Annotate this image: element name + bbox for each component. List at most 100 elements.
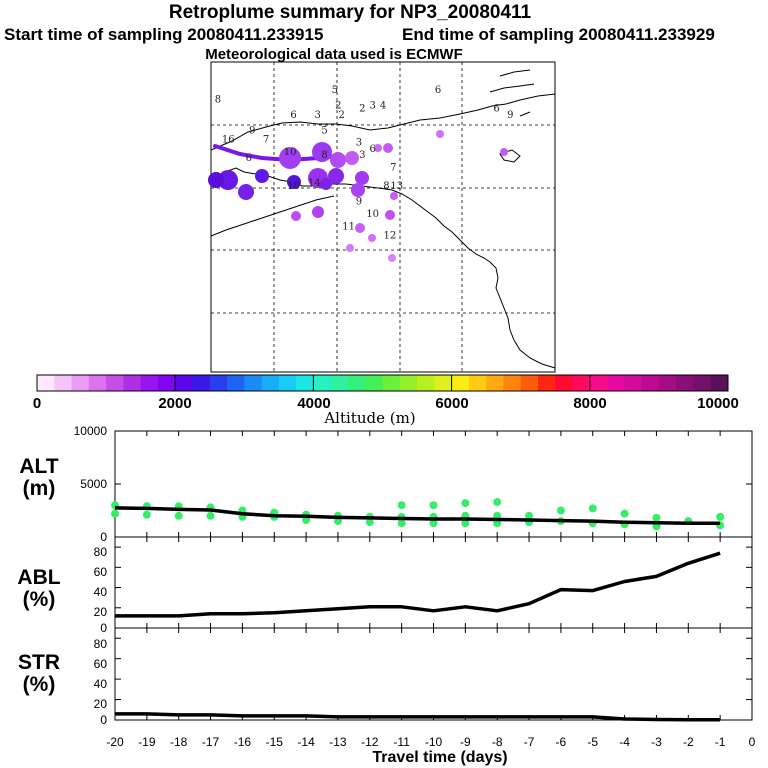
map-day-label: 9: [507, 110, 513, 121]
colorbar-cell: [417, 375, 435, 391]
colorbar-cell: [468, 375, 487, 391]
colorbar-cell: [382, 375, 401, 391]
colorbar-cell: [658, 375, 677, 391]
plume-bubble: [355, 171, 369, 185]
plume-bubble: [312, 142, 332, 162]
x-tick-label: -8: [491, 735, 503, 749]
str-series-line: [115, 712, 721, 722]
map-day-label: 7: [263, 135, 269, 146]
plume-bubble: [374, 144, 382, 152]
plume-bubble: [287, 175, 301, 189]
alt-scatter-point: [397, 501, 406, 510]
x-tick-label: -10: [424, 735, 443, 749]
alt-scatter-point: [174, 511, 183, 520]
colorbar-cell: [296, 375, 314, 391]
plume-bubble: [383, 143, 393, 153]
x-tick-label: -17: [201, 735, 220, 749]
alt-scatter-point: [652, 513, 661, 522]
colorbar-cell: [140, 375, 159, 391]
alt-scatter-point: [556, 506, 565, 515]
colorbar-tick-label: 6000: [435, 395, 469, 412]
colorbar-tick-label: 0: [32, 395, 42, 412]
plume-bubble: [436, 130, 444, 138]
plume-bubble: [345, 151, 359, 165]
colorbar-cell: [106, 375, 124, 391]
colorbar-cell: [88, 375, 107, 391]
map-day-label: 5: [321, 125, 327, 136]
plume-bubble: [388, 254, 396, 262]
map-day-label: 10: [287, 181, 300, 192]
map-day-label: 3: [314, 110, 320, 121]
colorbar-cell: [710, 375, 729, 391]
colorbar-cell: [37, 375, 55, 391]
x-tick-label: -12: [361, 735, 379, 749]
colorbar-tick-label: 10000: [697, 395, 739, 412]
str-panel: [114, 627, 753, 722]
str-y-tick: 40: [93, 677, 107, 691]
map-day-label: 5: [332, 85, 338, 96]
colorbar-cell: [209, 375, 228, 391]
colorbar-cell: [434, 375, 453, 391]
str-label-name: STR: [18, 651, 60, 674]
x-tick-label: -2: [682, 735, 694, 749]
map-day-label: 13: [390, 181, 403, 192]
abl-y-tick: 40: [93, 585, 107, 599]
map-day-label: 6: [246, 153, 252, 164]
x-tick-label: -11: [393, 735, 410, 749]
colorbar-frame: [36, 374, 729, 392]
plume-bubble: [238, 184, 254, 200]
abl-y-tick: 0: [100, 621, 107, 635]
map-day-label: 9: [356, 197, 362, 208]
alt-scatter-point: [365, 518, 374, 527]
colorbar-cell: [157, 375, 176, 391]
alt-y-tick: 0: [100, 530, 107, 544]
plume-bubble: [330, 152, 346, 168]
map-day-label: 8: [383, 181, 389, 192]
alt-panel: [111, 430, 753, 538]
alt-scatter-point: [620, 509, 629, 518]
alt-scatter-point: [111, 509, 119, 518]
colorbar-cell: [451, 375, 470, 391]
abl-y-tick: 80: [93, 545, 107, 559]
map-day-label: 12: [384, 231, 397, 242]
str-panel-label: STR (%): [4, 652, 74, 696]
map-day-label: 10: [366, 209, 379, 220]
plume-bubble: [351, 183, 365, 197]
alt-y-tick: 5000: [80, 477, 107, 491]
abl-panel-label: ABL (%): [4, 567, 74, 611]
plume-bubble: [385, 210, 395, 220]
plume-bubble: [312, 206, 324, 218]
meteo-data-label: Meteorological data used is ECMWF: [205, 46, 463, 63]
colorbar-cell: [641, 375, 660, 391]
plume-bubble: [346, 244, 354, 252]
map-day-label: 14: [308, 178, 321, 189]
str-y-tick: 80: [93, 637, 107, 651]
colorbar-cell: [589, 375, 608, 391]
colorbar-tick-label: 4000: [297, 395, 331, 412]
colorbar-cell: [227, 375, 245, 391]
plume-bubble: [320, 178, 332, 190]
plume-bubble: [255, 169, 269, 183]
colorbar-title: Altitude (m): [324, 409, 416, 427]
alt-scatter-point: [461, 519, 470, 528]
alt-scatter-point: [493, 498, 502, 507]
abl-y-tick: 20: [93, 605, 107, 619]
colorbar-cell: [278, 375, 297, 391]
colorbar-cell: [503, 375, 522, 391]
colorbar-cell: [399, 375, 418, 391]
chart-title: Retroplume summary for NP3_20080411: [168, 2, 532, 23]
colorbar-cell: [244, 375, 263, 391]
map-day-label: 8: [215, 94, 221, 105]
plume-bubble: [368, 234, 376, 242]
alt-scatter-point: [716, 512, 725, 521]
alt-scatter-point: [588, 504, 597, 513]
map-day-label: 10: [284, 147, 297, 158]
colorbar-cell: [313, 375, 332, 391]
colorbar-cell: [520, 375, 539, 391]
colorbar-cell: [71, 375, 90, 391]
time-series-panels: [111, 430, 753, 722]
map-day-label: 6: [493, 104, 499, 115]
colorbar-cell: [537, 375, 556, 391]
